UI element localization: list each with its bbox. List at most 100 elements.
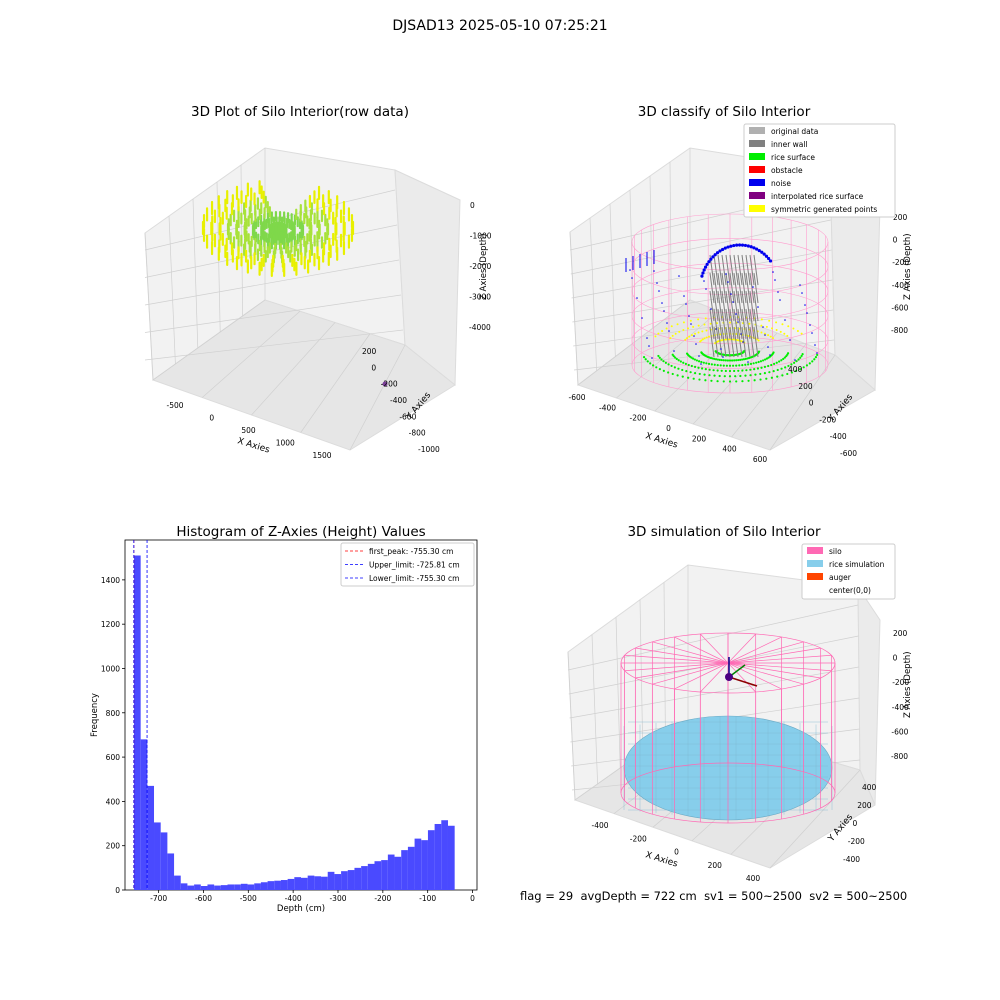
p2-point-376: [725, 272, 731, 304]
p2-point-153: [708, 368, 711, 371]
p2-point-415: [737, 326, 743, 358]
p2-point-131: [722, 380, 725, 383]
p4-back-v-1: [591, 634, 598, 785]
panel-3-title: Histogram of Z-Axies (Height) Values: [176, 524, 425, 540]
p2-point-226: [660, 358, 663, 361]
p4-silo-roof-1: [727, 662, 832, 672]
p4-legend-label-1: rice simulation: [829, 560, 885, 569]
p2-point-41: [802, 366, 805, 369]
panel-4-silo-wireframe: [620, 632, 836, 824]
histogram-bar-27: [314, 876, 322, 890]
p2-point-263: [682, 329, 685, 332]
p2-point-160: [698, 372, 701, 376]
p3-ytick-label-3: 600: [106, 753, 121, 762]
p4-silo-roof-8: [674, 662, 729, 690]
p2-point-208: [667, 363, 670, 366]
p2-point-214: [664, 361, 667, 364]
p1-z-tick-0: 0: [470, 201, 475, 210]
sv2-value: sv2 = 500~2500: [809, 889, 908, 903]
p2-point-183: [690, 364, 693, 368]
panel-1-xlabel: X Axies: [236, 436, 271, 455]
p2-point-268: [687, 327, 690, 330]
p2-point-81: [756, 367, 760, 370]
p2-point-477: [678, 275, 680, 277]
p2-point-251: [701, 338, 704, 341]
p2-point-179: [676, 374, 679, 377]
p2-point-121: [728, 359, 732, 362]
p2-point-98: [741, 364, 744, 367]
p2-back-h-4: [573, 309, 834, 347]
p2-point-107: [747, 379, 750, 382]
p4-legend-label-3: center(0,0): [829, 586, 871, 595]
p2-point-5: [816, 353, 819, 357]
histogram-bar-39: [394, 856, 402, 890]
p2-point-94: [754, 373, 757, 376]
p2-point-393: [745, 290, 751, 322]
p2-point-359: [800, 332, 803, 335]
p2-point-277: [705, 329, 708, 332]
p2-point-75: [760, 366, 763, 369]
p2-point-389: [729, 290, 735, 322]
p2-point-261: [705, 336, 708, 339]
p4-silo-roof-17: [700, 633, 729, 664]
p2-point-487: [668, 330, 670, 332]
p4-silo-roof-10: [635, 662, 729, 679]
panel-4-legend: silo rice simulation auger center(0,0): [801, 543, 896, 600]
p2-back-v-0: [569, 231, 579, 386]
p2-point-464: [767, 346, 769, 348]
p2-point-200: [693, 358, 697, 361]
p2-point-402: [733, 308, 739, 340]
p2-point-416: [741, 326, 747, 358]
p2-point-399: [721, 308, 727, 340]
p2-point-133: [724, 359, 727, 362]
p2-legend-swatch-2: [749, 153, 765, 160]
p1-back-v-2: [192, 198, 199, 349]
panel-2-legend: original data inner wall rice surface obsta…: [743, 123, 896, 218]
p2-point-119: [735, 380, 738, 383]
p2-point-418: [749, 326, 755, 358]
p1-floor-a-0: [152, 299, 266, 381]
p2-point-373: [713, 272, 719, 304]
p2-point-88: [759, 372, 762, 376]
p2-z-tick-1: 0: [893, 236, 898, 245]
p2-point-489: [742, 341, 744, 343]
histogram-bar-18: [254, 883, 261, 890]
p2-point-484: [747, 361, 749, 363]
p2-x-tick-2: -200: [629, 414, 646, 423]
p2-point-505: [764, 334, 766, 336]
panel-3-bars: [133, 555, 455, 890]
panel-2-zlabel: Z Axies (Depth): [903, 233, 913, 300]
p2-legend-label-0: original data: [771, 127, 818, 136]
p1-back-h-1: [144, 224, 398, 278]
p4-silo-roof-11: [624, 662, 729, 672]
p2-point-91: [739, 358, 742, 361]
p2-point-189: [687, 363, 690, 367]
flag-value: flag = 29: [520, 889, 574, 903]
p2-point-184: [681, 368, 684, 372]
p2-point-471: [646, 337, 648, 339]
center-x-arrow: [728, 676, 758, 687]
p4-silo-roof-16: [674, 636, 729, 664]
p2-point-207: [679, 360, 682, 363]
p2-point-432: [723, 246, 727, 250]
p2-point-339: [781, 323, 784, 326]
panel-raw-data: 3D Plot of Silo Interior(row data) -500 0…: [144, 104, 492, 460]
p2-point-22: [797, 358, 800, 361]
p2-point-444: [757, 248, 761, 253]
p2-point-434: [729, 244, 733, 248]
p1-x-tick-0: -500: [166, 401, 183, 410]
histogram-bar-15: [234, 884, 241, 890]
p2-point-104: [738, 364, 741, 367]
panel-3-legend: first_peak: -755.30 cm Upper_limit: -725.…: [340, 542, 475, 587]
p2-point-348: [779, 330, 782, 333]
p4-silo-roof-14: [635, 647, 729, 664]
p2-point-128: [725, 364, 728, 367]
p2-point-328: [760, 324, 763, 327]
p2-point-185: [671, 372, 674, 376]
p2-point-97: [737, 358, 740, 362]
p2-point-243: [669, 337, 672, 340]
p2-point-333: [765, 325, 768, 328]
p2-point-410: [717, 326, 723, 358]
p2-point-32: [767, 356, 770, 359]
p2-point-85: [740, 358, 744, 361]
